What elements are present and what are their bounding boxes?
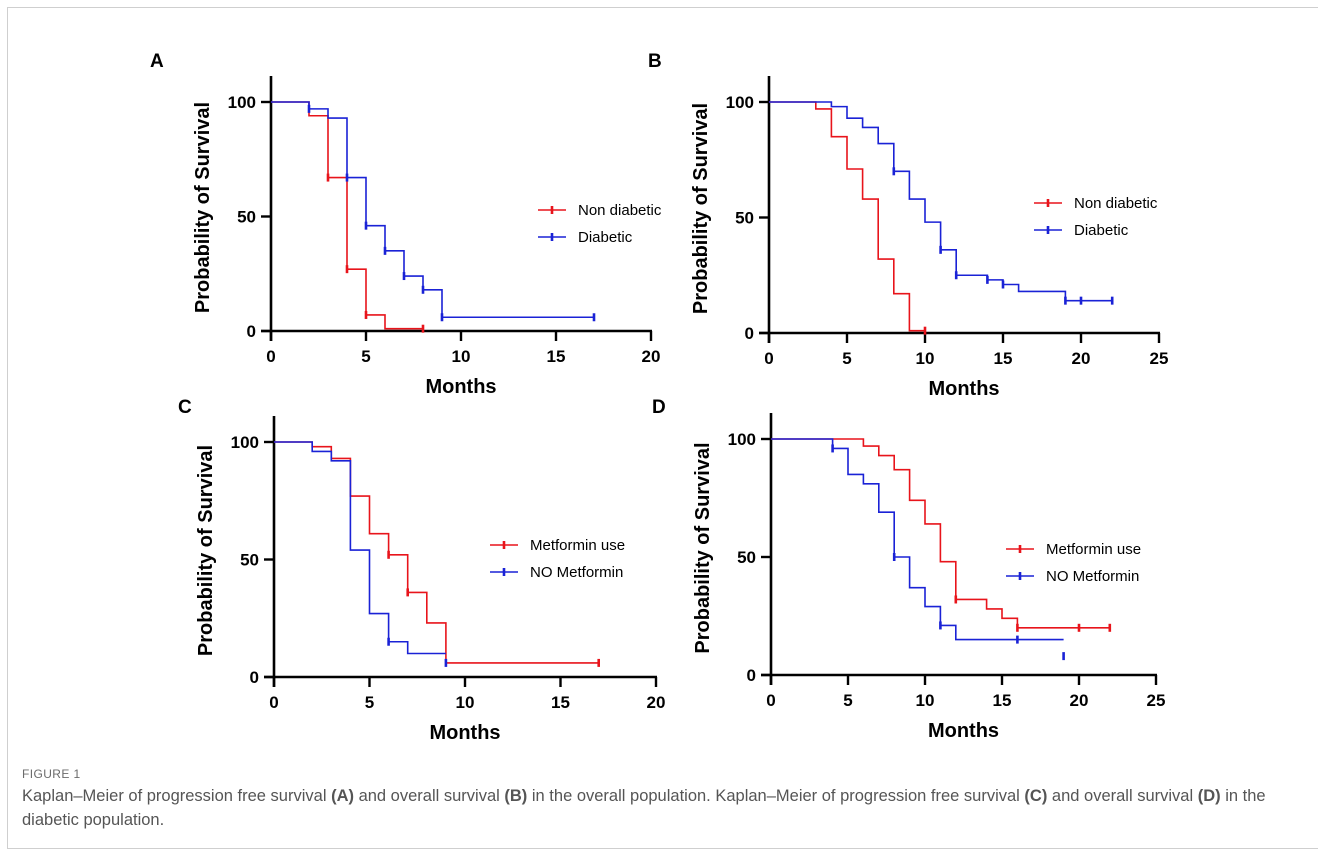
series-blue: Diabetic	[271, 101, 633, 322]
figure-frame	[7, 7, 1318, 849]
series-red: Metformin use	[771, 438, 1141, 632]
caption-text: in the overall population. Kaplan–Meier …	[527, 787, 1025, 805]
caption-panel-ref: (B)	[504, 787, 528, 805]
x-tick-label: 10	[452, 347, 471, 366]
x-tick-label: 5	[842, 349, 851, 368]
x-tick-label: 15	[547, 347, 566, 366]
y-tick-label: 100	[231, 433, 259, 452]
panel-c: C 0 5 10 15 20 0 50 100 Months Probability of Surv…	[178, 397, 665, 744]
x-tick-label: 15	[994, 349, 1013, 368]
legend-label: NO Metformin	[1046, 568, 1139, 585]
survival-curve	[769, 101, 925, 332]
panel-a: A 0 5 10 15 20 0 50 100 Months Probability of Surv…	[150, 51, 662, 398]
y-tick-label: 0	[247, 322, 256, 341]
x-tick-label: 25	[1147, 691, 1166, 710]
figure-label: FIGURE 1	[22, 767, 81, 781]
panel-label: C	[178, 397, 192, 418]
caption-text: and overall survival	[1047, 787, 1198, 805]
y-tick-label: 100	[228, 93, 256, 112]
caption-panel-ref: (C)	[1024, 787, 1048, 805]
y-tick-label: 50	[737, 548, 756, 567]
survival-curve	[771, 438, 1064, 641]
y-tick-label: 50	[735, 209, 754, 228]
x-tick-label: 20	[1070, 691, 1089, 710]
x-axis-title: Months	[928, 378, 999, 400]
panel-d: D 0 5 10 15 20 25 0 50 100 Months Probability of Su…	[652, 397, 1165, 742]
y-axis-title: Probability of Survival	[692, 442, 714, 653]
y-tick-label: 100	[726, 93, 754, 112]
series-red: Metformin use	[274, 441, 625, 667]
legend-label: Metformin use	[1046, 541, 1141, 558]
y-tick-label: 0	[250, 668, 259, 687]
caption-text: and overall survival	[353, 787, 505, 805]
x-tick-label: 0	[764, 349, 773, 368]
y-tick-label: 100	[728, 430, 756, 449]
x-tick-label: 0	[766, 691, 775, 710]
survival-curve	[271, 101, 594, 319]
x-tick-label: 10	[456, 693, 475, 712]
x-tick-label: 20	[642, 347, 661, 366]
panel-b: B 0 5 10 15 20 25 0 50 100 Months Probability of Su…	[648, 51, 1168, 400]
survival-curve	[274, 441, 446, 655]
x-tick-label: 10	[916, 691, 935, 710]
x-tick-label: 5	[365, 693, 374, 712]
survival-curve	[769, 101, 1113, 302]
caption-panel-ref: (A)	[331, 787, 354, 805]
x-tick-label: 25	[1150, 349, 1169, 368]
legend-label: Non diabetic	[1074, 195, 1158, 212]
series-blue: NO Metformin	[274, 441, 623, 667]
x-tick-label: 5	[843, 691, 852, 710]
y-tick-label: 0	[747, 666, 756, 685]
x-tick-label: 20	[1072, 349, 1091, 368]
caption-panel-ref: (D)	[1197, 787, 1221, 805]
x-tick-label: 5	[361, 347, 370, 366]
y-axis-title: Probability of Survival	[192, 102, 214, 313]
survival-curve	[271, 101, 423, 330]
x-tick-label: 20	[647, 693, 666, 712]
panel-label: D	[652, 397, 666, 418]
caption-text: Kaplan–Meier of progression free surviva…	[22, 787, 332, 805]
y-axis-title: Probability of Survival	[195, 445, 217, 656]
y-tick-label: 50	[240, 551, 259, 570]
series-red: Non diabetic	[271, 101, 662, 333]
y-tick-label: 50	[237, 208, 256, 227]
x-axis-title: Months	[429, 722, 500, 744]
x-tick-label: 15	[993, 691, 1012, 710]
figure-caption: Kaplan–Meier of progression free surviva…	[22, 784, 1297, 832]
legend-label: NO Metformin	[530, 564, 623, 581]
caption-text: in the diabetic population.	[22, 787, 1266, 829]
legend-label: Metformin use	[530, 537, 625, 554]
panel-label: A	[150, 51, 164, 72]
panel-label: B	[648, 51, 662, 72]
legend-label: Diabetic	[1074, 222, 1129, 239]
series-red: Non diabetic	[769, 101, 1158, 335]
legend-label: Diabetic	[578, 229, 633, 246]
x-tick-label: 15	[551, 693, 570, 712]
survival-curve	[771, 438, 1110, 629]
x-axis-title: Months	[928, 720, 999, 742]
survival-curve	[274, 441, 599, 664]
y-tick-label: 0	[745, 324, 754, 343]
series-blue: NO Metformin	[771, 438, 1139, 661]
series-blue: Diabetic	[769, 101, 1129, 305]
x-tick-label: 0	[269, 693, 278, 712]
x-tick-label: 0	[266, 347, 275, 366]
y-axis-title: Probability of Survival	[690, 103, 712, 314]
legend-label: Non diabetic	[578, 202, 662, 219]
x-tick-label: 10	[916, 349, 935, 368]
x-axis-title: Months	[425, 376, 496, 398]
